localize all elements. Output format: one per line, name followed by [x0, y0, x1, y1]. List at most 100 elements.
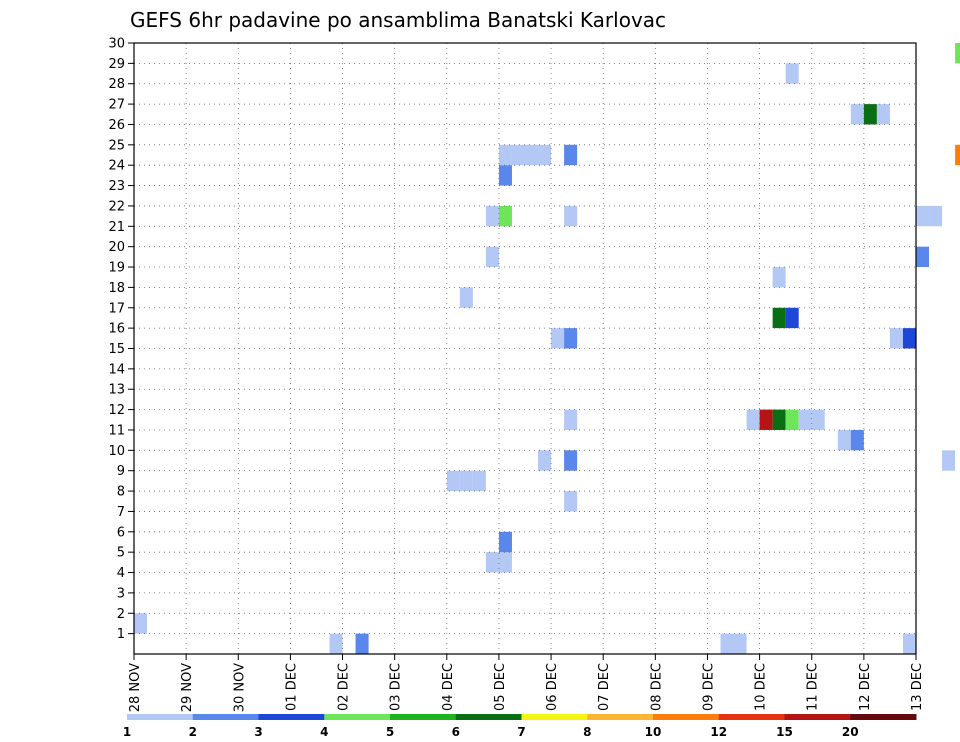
heatmap-cell	[511, 144, 525, 166]
colorbar-label: 4	[320, 725, 328, 739]
heatmap-cell	[564, 450, 578, 471]
heatmap-cell	[485, 246, 499, 268]
heatmap-cell	[551, 328, 565, 349]
heatmap-cells	[134, 43, 960, 654]
colorbar-label: 2	[189, 725, 197, 739]
y-tick-label: 13	[108, 383, 125, 398]
colorbar-label: 8	[583, 725, 591, 739]
x-tick-label: 30 NOV	[232, 663, 247, 712]
colorbar-label: 12	[710, 725, 727, 739]
heatmap-cell	[498, 531, 512, 553]
x-tick-label: 09 DEC	[701, 663, 716, 711]
heatmap-cell	[538, 450, 552, 471]
colorbar-segment	[390, 714, 457, 720]
y-tick-label: 2	[117, 607, 125, 622]
heatmap-cell	[564, 409, 578, 430]
x-tick-label: 11 DEC	[806, 663, 821, 711]
x-tick-label: 07 DEC	[597, 663, 612, 711]
heatmap-cell	[798, 409, 812, 430]
x-tick-label: 03 DEC	[389, 663, 404, 711]
heatmap-cell	[485, 205, 499, 227]
y-tick-label: 1	[117, 627, 125, 642]
heatmap-cell	[759, 409, 773, 430]
x-tick-label: 12 DEC	[858, 663, 873, 711]
heatmap-cell	[916, 205, 930, 227]
y-tick-label: 19	[108, 261, 125, 276]
colorbar-segment	[521, 714, 588, 720]
heatmap-cell	[785, 307, 799, 329]
colorbar-label: 20	[842, 725, 859, 739]
colorbar-segment	[653, 714, 720, 720]
heatmap-cell	[498, 144, 512, 166]
heatmap-cell	[498, 165, 512, 186]
y-tick-label: 11	[108, 423, 125, 438]
y-tick-label: 17	[108, 301, 125, 316]
colorbar: 1 2 3 4 5 6 7 8 10 12 15 20	[123, 714, 917, 739]
x-tick-label: 10 DEC	[754, 663, 769, 711]
x-tick-label: 06 DEC	[545, 663, 560, 711]
y-tick-label: 29	[108, 57, 125, 72]
x-tick-label: 02 DEC	[337, 663, 352, 711]
y-tick-label: 3	[117, 586, 125, 601]
heatmap-cell	[459, 470, 473, 492]
heatmap-cell	[538, 144, 552, 166]
heatmap-cell	[785, 63, 799, 84]
y-tick-label: 12	[108, 403, 125, 418]
y-tick-label: 28	[108, 77, 125, 92]
y-tick-label: 9	[117, 464, 125, 479]
heatmap-cell	[525, 144, 539, 166]
heatmap-cell	[863, 104, 877, 125]
x-tick-label: 04 DEC	[441, 663, 456, 711]
colorbar-segment	[784, 714, 851, 720]
y-tick-label: 30	[108, 37, 125, 52]
heatmap-cell	[889, 328, 903, 349]
y-tick-label: 6	[117, 525, 125, 540]
heatmap-cell	[564, 491, 578, 512]
heatmap-cell	[772, 267, 786, 288]
heatmap-cell	[485, 552, 499, 573]
heatmap-cell	[733, 633, 747, 654]
heatmap-cell	[929, 205, 943, 227]
heatmap-cell	[459, 287, 473, 308]
colorbar-segment	[455, 714, 522, 720]
y-tick-label: 4	[117, 566, 125, 581]
heatmap-cell	[942, 450, 956, 471]
x-axis: 28 NOV 29 NOV 30 NOV 01 DEC 02 DEC 03 DEC 04 D…	[128, 654, 925, 712]
y-tick-label: 5	[117, 546, 125, 561]
colorbar-segment	[587, 714, 654, 720]
y-tick-label: 15	[108, 342, 125, 357]
heatmap-cell	[902, 633, 916, 654]
colorbar-label: 3	[254, 725, 262, 739]
heatmap-cell	[329, 633, 343, 654]
colorbar-segment	[127, 714, 194, 720]
x-tick-label: 05 DEC	[493, 663, 508, 711]
y-tick-label: 16	[108, 322, 125, 337]
heatmap-cell	[564, 328, 578, 349]
colorbar-segment	[192, 714, 259, 720]
heatmap-cell	[955, 43, 960, 64]
grid-lines	[134, 42, 916, 654]
heatmap-cell	[498, 552, 512, 573]
colorbar-segment	[850, 714, 917, 720]
x-tick-label: 29 NOV	[180, 663, 195, 712]
heatmap-cell	[746, 409, 760, 430]
heatmap-cell	[955, 144, 960, 166]
y-tick-label: 26	[108, 118, 125, 133]
heatmap-cell	[498, 205, 512, 227]
y-tick-label: 14	[108, 362, 125, 377]
y-tick-label: 22	[108, 199, 125, 214]
x-tick-label: 08 DEC	[649, 663, 664, 711]
y-tick-label: 27	[108, 98, 125, 113]
y-tick-label: 20	[108, 240, 125, 255]
y-axis: 1234567891011121314151617181920212223242…	[108, 37, 134, 642]
y-tick-label: 8	[117, 485, 125, 500]
y-tick-label: 21	[108, 220, 125, 235]
colorbar-label: 10	[645, 725, 662, 739]
heatmap-cell	[564, 144, 578, 166]
colorbar-label: 15	[776, 725, 793, 739]
heatmap-cell	[134, 613, 148, 634]
heatmap-cell	[355, 633, 369, 654]
heatmap-cell	[876, 104, 890, 125]
